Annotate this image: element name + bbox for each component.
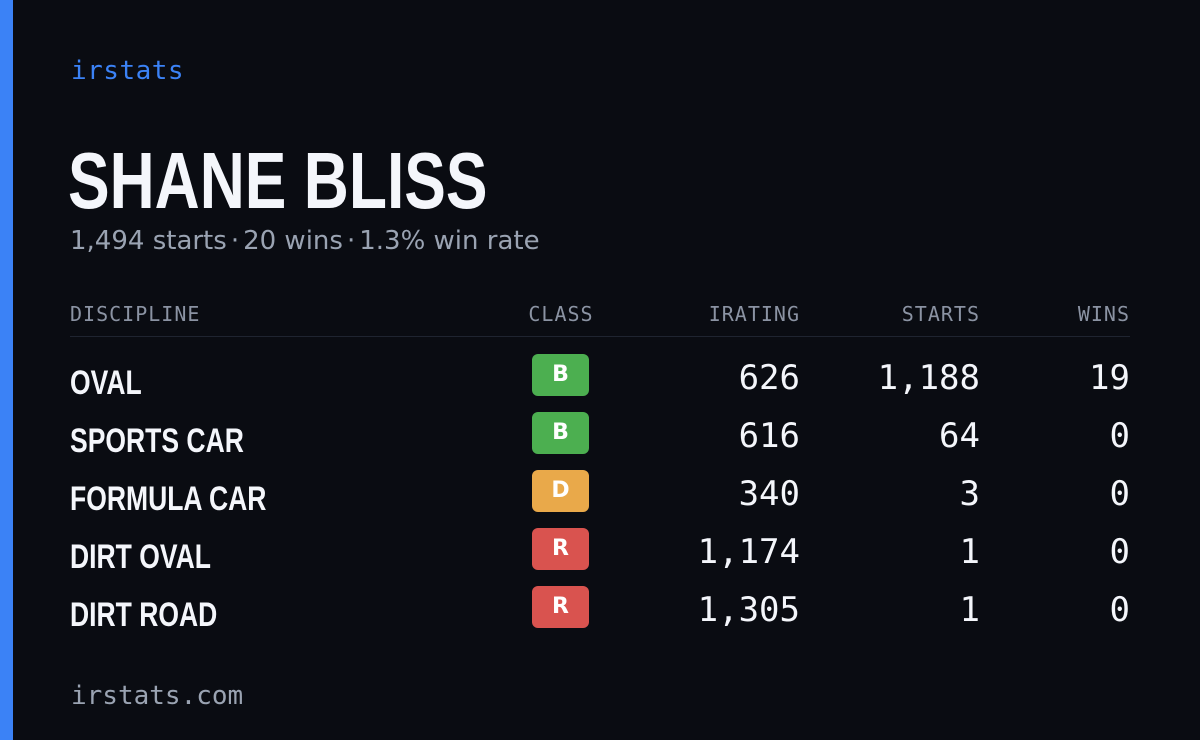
wins-value: 0	[1109, 474, 1130, 514]
wins-value: 0	[1109, 590, 1130, 630]
table-row: OVAL B 626 1,188 19	[70, 352, 1130, 410]
class-badge: B	[532, 412, 589, 454]
footer-site-url: irstats.com	[71, 681, 244, 711]
starts-value: 1	[959, 590, 980, 630]
driver-name: SHANE BLISS	[68, 136, 488, 225]
header-starts: STARTS	[901, 302, 980, 326]
class-badge: R	[532, 586, 589, 628]
accent-bar	[0, 0, 13, 740]
class-badge: D	[532, 470, 589, 512]
stats-table-header: DISCIPLINE CLASS IRATING STARTS WINS	[70, 300, 1130, 337]
class-badge: R	[532, 528, 589, 570]
driver-summary: 1,494 starts · 20 wins · 1.3% win rate	[70, 226, 540, 256]
separator-dot: ·	[346, 226, 356, 256]
irating-value: 626	[738, 358, 800, 398]
win-rate: 1.3% win rate	[359, 226, 540, 256]
irating-value: 340	[738, 474, 800, 514]
table-row: FORMULA CAR D 340 3 0	[70, 468, 1130, 526]
irating-value: 1,305	[697, 590, 800, 630]
starts-value: 64	[939, 416, 980, 456]
stats-table-body: OVAL B 626 1,188 19 SPORTS CAR B 616 64 …	[70, 352, 1130, 642]
table-row: DIRT ROAD R 1,305 1 0	[70, 584, 1130, 642]
starts-value: 3	[959, 474, 980, 514]
irating-value: 616	[738, 416, 800, 456]
brand-logo-text: irstats	[71, 56, 185, 86]
header-discipline: DISCIPLINE	[70, 302, 201, 326]
discipline-name: DIRT OVAL	[70, 538, 211, 576]
header-class: CLASS	[528, 302, 594, 326]
wins-value: 0	[1109, 416, 1130, 456]
starts-value: 1,188	[877, 358, 980, 398]
total-wins: 20 wins	[243, 226, 343, 256]
total-starts: 1,494 starts	[70, 226, 227, 256]
irating-value: 1,174	[697, 532, 800, 572]
table-row: SPORTS CAR B 616 64 0	[70, 410, 1130, 468]
discipline-name: FORMULA CAR	[70, 480, 267, 518]
starts-value: 1	[959, 532, 980, 572]
discipline-name: DIRT ROAD	[70, 596, 218, 634]
class-badge: B	[532, 354, 589, 396]
discipline-name: SPORTS CAR	[70, 422, 244, 460]
header-wins: WINS	[1077, 302, 1130, 326]
wins-value: 0	[1109, 532, 1130, 572]
discipline-name: OVAL	[70, 364, 142, 402]
header-irating: IRATING	[708, 302, 800, 326]
table-row: DIRT OVAL R 1,174 1 0	[70, 526, 1130, 584]
separator-dot: ·	[230, 226, 240, 256]
wins-value: 19	[1089, 358, 1130, 398]
